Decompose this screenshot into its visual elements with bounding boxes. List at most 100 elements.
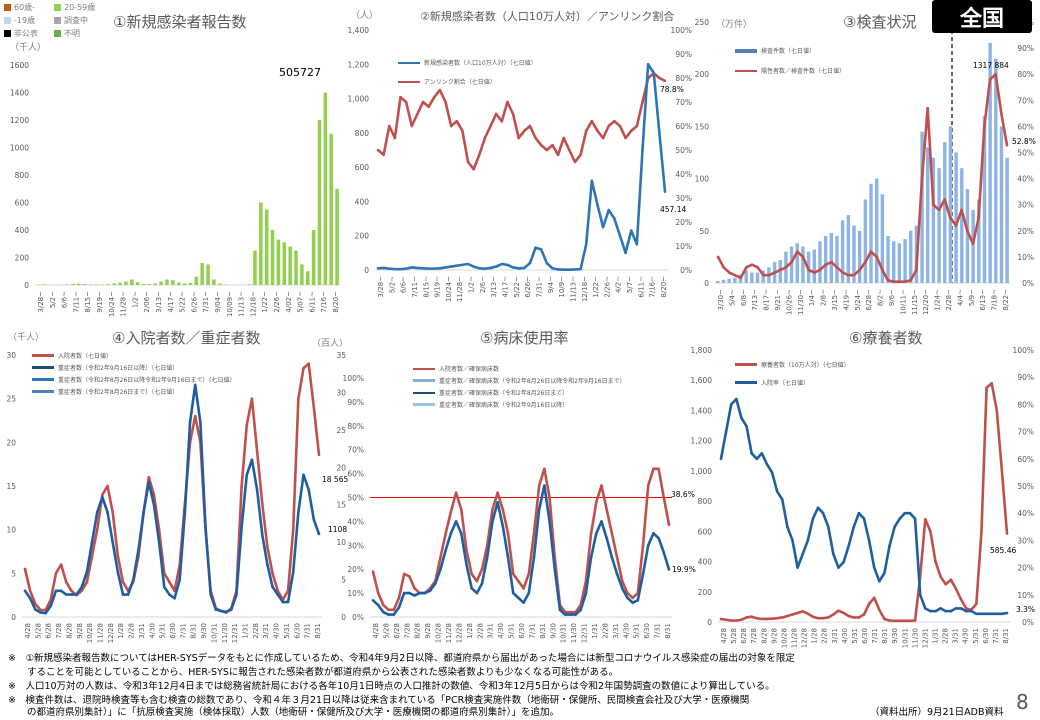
data-point	[416, 112, 419, 116]
legend-swatch	[4, 30, 11, 37]
legend-item: 20-59歳	[54, 2, 95, 13]
data-point	[23, 589, 27, 593]
data-point	[739, 276, 742, 280]
data-point	[302, 366, 305, 370]
data-point	[444, 532, 448, 535]
legend-swatch	[32, 378, 54, 381]
legend-swatch	[735, 381, 757, 384]
x-tick-label: 11/30	[221, 623, 229, 643]
bar	[982, 115, 987, 284]
data-point	[864, 260, 867, 264]
data-point	[923, 607, 927, 610]
chart1-unit: （千人）	[10, 43, 47, 53]
x-tick-label: 11/28	[791, 628, 799, 648]
legend-item: 重症者数（令和2年9月16日以降）（七日値）	[32, 363, 178, 372]
data-point	[791, 613, 794, 616]
x-tick-label: 3/31	[262, 623, 270, 639]
data-point	[641, 572, 645, 576]
x-tick-label: 5/28	[730, 628, 738, 644]
y-tick-label: 200	[698, 588, 713, 597]
x-tick-label: 8/31	[664, 623, 672, 639]
data-point	[199, 421, 202, 424]
x-tick-label: 5/31	[633, 623, 641, 639]
y2-tick-label: 90%	[1017, 373, 1034, 382]
data-point	[969, 609, 973, 613]
data-point	[543, 467, 546, 471]
data-point	[584, 242, 588, 246]
bar	[977, 199, 981, 283]
x-tick-label: 9/19~	[96, 291, 104, 313]
data-point	[152, 493, 156, 497]
y-tick-label: 200	[695, 70, 710, 79]
data-point	[485, 555, 489, 559]
data-point	[875, 255, 878, 259]
bar	[960, 168, 964, 283]
x-tick-label: 12/20~	[922, 289, 930, 315]
y-tick-label: 1,200	[348, 60, 370, 69]
data-point	[624, 251, 627, 255]
data-point	[995, 612, 999, 616]
data-point	[954, 607, 958, 610]
bar	[323, 92, 328, 285]
x-tick-label: 12/31	[921, 628, 929, 648]
data-point	[545, 148, 549, 152]
x-tick-label: 8/31	[190, 623, 198, 639]
data-point	[537, 484, 541, 487]
bar	[755, 272, 760, 283]
bar	[892, 241, 896, 283]
x-tick-label: 2/26~	[273, 291, 281, 313]
data-point	[750, 615, 753, 619]
data-point	[837, 566, 840, 569]
x-tick-label: 5/22~	[179, 291, 187, 313]
y-tick-label: 1,400	[348, 26, 370, 35]
data-point	[427, 267, 430, 270]
bar	[994, 58, 998, 283]
x-tick-label: 2/28~	[945, 289, 953, 311]
data-point	[765, 617, 769, 621]
data-point	[449, 510, 453, 514]
chart-6: 0 200 400 600 800 1,000 1,200 1,400 1,600 1,800 0%…	[691, 346, 1036, 648]
data-point	[750, 263, 754, 267]
data-point	[543, 484, 546, 487]
data-point	[857, 616, 861, 619]
data-point	[832, 552, 835, 556]
data-point	[755, 616, 759, 620]
legend-item: 重症者数／確保病床数（令和2年8月26日まで）	[413, 388, 568, 397]
data-label: 505727	[279, 66, 321, 79]
x-tick-label: 1/2~	[468, 276, 476, 293]
data-point	[121, 593, 125, 596]
data-point	[397, 596, 401, 600]
data-point	[594, 500, 598, 504]
series-line-2	[372, 484, 671, 616]
data-point	[1005, 611, 1009, 615]
data-point	[427, 105, 430, 109]
y-tick-label: 1000	[10, 144, 29, 153]
x-tick-label: 9/28	[76, 623, 84, 639]
data-point	[70, 589, 73, 593]
y-tick-label: 50%	[347, 494, 364, 503]
data-point	[449, 124, 453, 128]
x-tick-label: 1/31	[591, 623, 599, 639]
y2-tick-label: 25	[336, 426, 346, 435]
data-point	[439, 567, 442, 571]
x-tick-label: 6/26~	[190, 291, 198, 313]
data-point	[472, 265, 475, 268]
x-tick-label: 9/04~	[214, 291, 222, 313]
data-point	[121, 580, 125, 584]
x-tick-label: 12/28	[455, 623, 463, 643]
data-point	[750, 452, 753, 455]
data-point	[975, 602, 978, 606]
legend-label: 調査中	[64, 16, 88, 25]
y2-tick-label: 20%	[1017, 564, 1034, 573]
x-tick-label: 4/02~	[285, 291, 293, 313]
data-point	[605, 508, 608, 511]
data-point	[867, 602, 871, 606]
data-point	[44, 611, 47, 615]
data-point	[291, 570, 295, 574]
data-point	[847, 273, 850, 277]
x-tick-label: 10/09~	[226, 291, 234, 317]
data-label: 52.8%	[1012, 137, 1036, 146]
data-point	[480, 567, 484, 571]
data-point	[658, 131, 661, 135]
data-point	[432, 267, 436, 270]
